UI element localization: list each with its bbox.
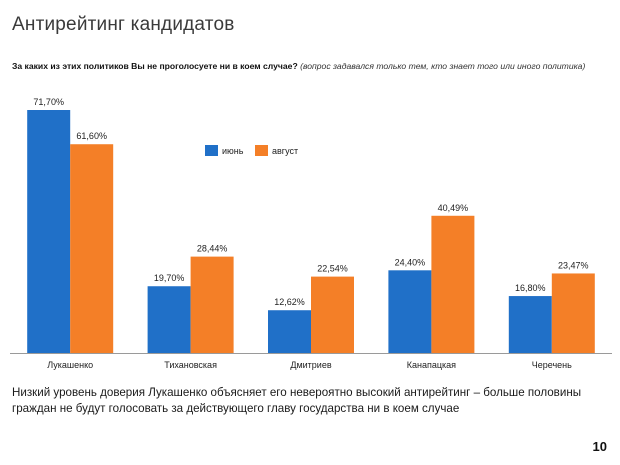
category-label: Тихановская	[164, 360, 217, 370]
data-label: 40,49%	[438, 203, 469, 213]
data-label: 71,70%	[33, 97, 64, 107]
bar-август-0	[70, 144, 114, 353]
data-label: 19,70%	[154, 273, 185, 283]
survey-question: За каких из этих политиков Вы не проголо…	[12, 60, 607, 73]
data-label: 28,44%	[197, 244, 228, 254]
bar-август-4	[551, 273, 595, 353]
bar-июнь-1	[147, 286, 191, 353]
data-label: 16,80%	[515, 283, 546, 293]
data-label: 22,54%	[317, 264, 348, 274]
slide-title: Антирейтинг кандидатов	[12, 14, 235, 35]
data-label: 24,40%	[395, 257, 426, 267]
bar-chart: 71,70% 61,60% Лукашенко 19,70% 28,44% Тиханов…	[10, 97, 612, 370]
bar-август-1	[190, 256, 234, 353]
bar-июнь-0	[27, 110, 71, 353]
data-label: 61,60%	[76, 131, 107, 141]
page-number: 10	[592, 439, 607, 454]
conclusion-text: Низкий уровень доверия Лукашенко объясня…	[12, 386, 582, 415]
category-label: Лукашенко	[47, 360, 93, 370]
legend-swatch	[255, 145, 268, 156]
data-label: 23,47%	[558, 260, 589, 270]
data-label: 12,62%	[274, 297, 305, 307]
bar-июнь-2	[268, 310, 311, 353]
bar-август-3	[431, 215, 475, 353]
category-label: Дмитриев	[290, 360, 331, 370]
legend-label: август	[272, 146, 298, 156]
question-note-text: (вопрос задавался только тем, кто знает …	[300, 61, 586, 71]
legend-label: июнь	[222, 146, 244, 156]
category-label: Канапацкая	[407, 360, 456, 370]
legend-swatch	[205, 145, 218, 156]
question-main-text: За каких из этих политиков Вы не проголо…	[12, 61, 298, 71]
bar-август-2	[311, 276, 354, 353]
bar-июнь-4	[508, 296, 552, 353]
category-label: Черечень	[532, 360, 572, 370]
chart-legend: июнь август	[205, 145, 298, 156]
bar-июнь-3	[388, 270, 432, 353]
